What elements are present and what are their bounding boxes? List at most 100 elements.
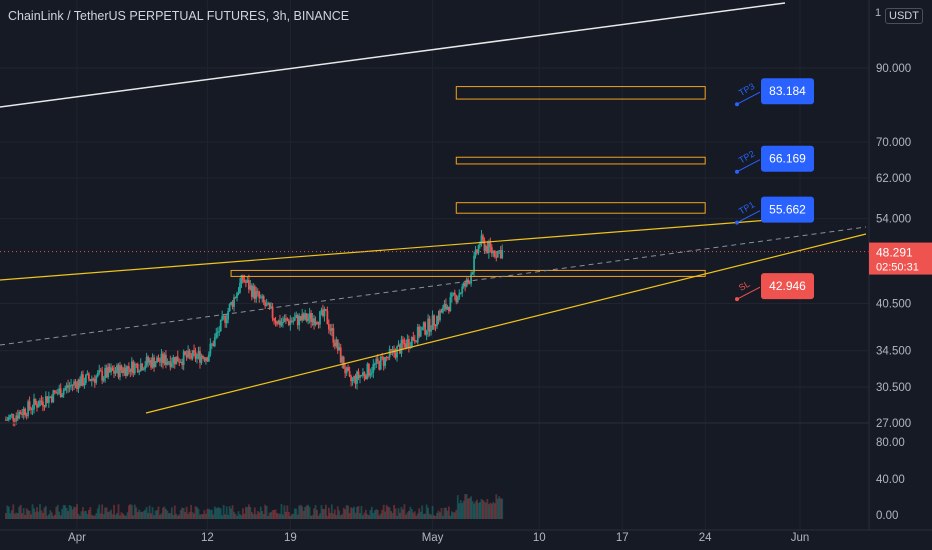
volume-bar bbox=[253, 507, 256, 519]
volume-bar bbox=[402, 509, 404, 519]
volume-bar bbox=[31, 504, 34, 519]
volume-bar bbox=[188, 511, 191, 519]
volume-bar bbox=[427, 507, 430, 519]
volume-bar bbox=[332, 513, 335, 519]
candle-body bbox=[40, 400, 43, 402]
volume-bar bbox=[95, 513, 98, 519]
volume-bar bbox=[224, 514, 227, 519]
sl-price-box[interactable] bbox=[761, 273, 814, 300]
volume-bar bbox=[196, 506, 198, 519]
volume-bar bbox=[181, 507, 184, 519]
volume-bar bbox=[323, 509, 326, 519]
time-tick-label: 10 bbox=[533, 532, 546, 544]
volume-bar bbox=[154, 510, 157, 519]
channel-lower-line[interactable] bbox=[145, 233, 867, 414]
candle-body bbox=[18, 412, 21, 419]
candle-body bbox=[124, 367, 127, 376]
candle-body bbox=[259, 297, 262, 299]
candle-body bbox=[296, 315, 299, 326]
candle-body bbox=[74, 381, 77, 384]
tp2-price-label[interactable]: 66.169 bbox=[769, 152, 806, 166]
tp1-price-label[interactable]: 55.662 bbox=[769, 203, 806, 217]
volume-bar bbox=[347, 505, 350, 519]
candle-body bbox=[7, 416, 10, 420]
volume-bar bbox=[271, 510, 274, 519]
candle-body bbox=[489, 242, 492, 248]
candle-body bbox=[261, 296, 264, 298]
volume-bar bbox=[419, 511, 422, 519]
candle-body bbox=[93, 379, 96, 383]
target-zone[interactable] bbox=[455, 156, 706, 165]
volume-bar bbox=[6, 505, 9, 519]
tp1-price-box[interactable] bbox=[761, 196, 814, 223]
channel-upper-line[interactable] bbox=[0, 216, 809, 281]
candle-body bbox=[246, 280, 249, 283]
tp3-price-label[interactable]: 83.184 bbox=[769, 84, 806, 98]
volume-bar bbox=[74, 507, 77, 519]
time-tick-label: 17 bbox=[616, 532, 629, 544]
candle-body bbox=[179, 361, 182, 363]
volume-bar bbox=[314, 505, 317, 519]
volume-bar bbox=[204, 513, 207, 519]
volume-bar bbox=[173, 505, 176, 519]
volume-bar bbox=[144, 509, 147, 519]
volume-bar bbox=[455, 509, 458, 519]
tp3-price-box[interactable] bbox=[761, 78, 814, 105]
volume-bar bbox=[124, 515, 127, 519]
volume-bar bbox=[267, 515, 270, 519]
candle-body bbox=[384, 356, 387, 366]
candle-body bbox=[359, 375, 361, 378]
volume-bar bbox=[295, 508, 298, 519]
time-tick-label: 24 bbox=[699, 532, 712, 544]
target-zone[interactable] bbox=[455, 86, 706, 100]
candle-body bbox=[144, 365, 147, 370]
candle-body bbox=[366, 363, 369, 379]
volume-bar bbox=[52, 515, 55, 519]
target-zone[interactable] bbox=[455, 202, 706, 214]
candle-body bbox=[347, 367, 350, 372]
candle-body bbox=[163, 354, 166, 364]
upper-trendline[interactable] bbox=[0, 2, 786, 108]
volume-bar bbox=[468, 497, 471, 519]
candle-body bbox=[22, 408, 25, 416]
candle-body bbox=[197, 351, 200, 356]
candle-body bbox=[402, 339, 404, 344]
candle-body bbox=[13, 420, 16, 422]
currency-badge[interactable]: USDT bbox=[885, 8, 923, 24]
candle-body bbox=[92, 378, 95, 380]
volume-bar bbox=[34, 511, 37, 519]
volume-bar bbox=[304, 506, 307, 519]
candle-body bbox=[412, 337, 415, 341]
candle-body bbox=[221, 316, 224, 320]
candle-body bbox=[164, 354, 167, 365]
candle-body bbox=[440, 310, 443, 313]
candle-body bbox=[233, 297, 235, 307]
volume-bar bbox=[313, 508, 315, 519]
candle-body bbox=[431, 315, 434, 330]
volume-bar bbox=[365, 509, 367, 519]
volume-bar bbox=[87, 509, 90, 519]
candle-body bbox=[305, 313, 308, 321]
candle-body bbox=[231, 301, 234, 307]
candle-body bbox=[465, 279, 468, 287]
candle-body bbox=[71, 384, 74, 386]
volume-bar bbox=[76, 504, 78, 519]
candle-body bbox=[487, 242, 490, 253]
sl-price-label[interactable]: 42.946 bbox=[769, 279, 806, 293]
dashed-trendline[interactable] bbox=[0, 226, 867, 346]
volume-bar bbox=[111, 514, 114, 519]
volume-bar bbox=[439, 512, 441, 519]
trendlines[interactable] bbox=[0, 2, 869, 414]
volume-bar bbox=[399, 512, 401, 519]
candle-body bbox=[424, 322, 427, 335]
candle-body bbox=[436, 316, 438, 326]
tp2-price-box[interactable] bbox=[761, 145, 814, 172]
volume-bar bbox=[348, 513, 351, 519]
volume-bar bbox=[36, 507, 38, 519]
volume-bar bbox=[107, 511, 110, 519]
candle-body bbox=[453, 292, 456, 296]
candle-body bbox=[67, 385, 70, 388]
candle-body bbox=[341, 356, 344, 363]
